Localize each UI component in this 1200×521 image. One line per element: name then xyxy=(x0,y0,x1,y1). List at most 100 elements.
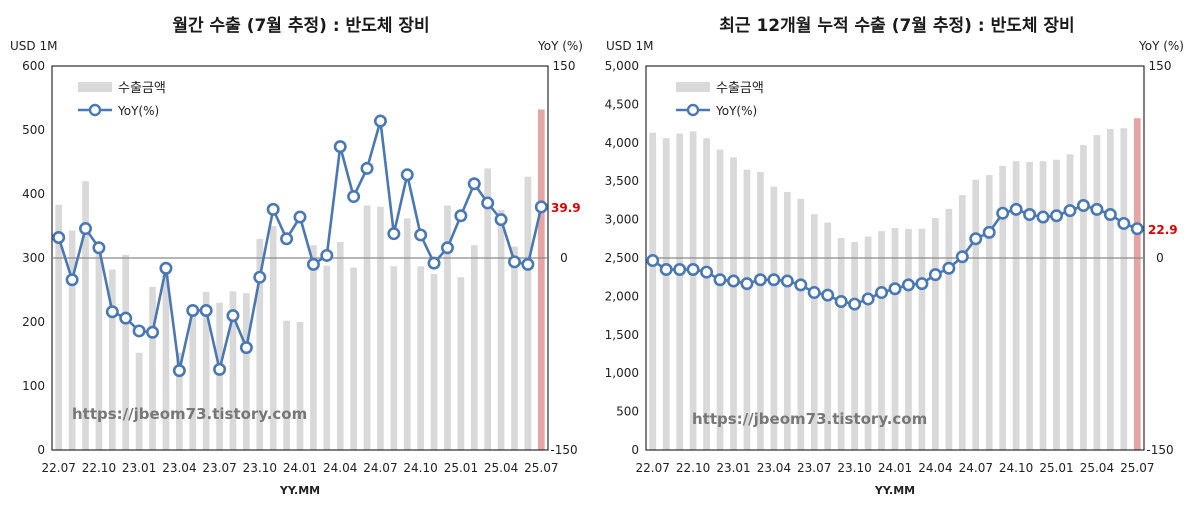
yoy-point xyxy=(1117,216,1131,230)
bar xyxy=(999,165,1007,450)
y-tick-label: 3,500 xyxy=(605,174,639,188)
x-axis-ticks: 22.07 22.10 23.01 23.04 23.07 23.10 24.01 24.04… xyxy=(636,461,1155,475)
legend-swatch-marker xyxy=(88,103,102,117)
yoy-point xyxy=(713,273,727,287)
bar xyxy=(1026,162,1033,450)
yoy-point xyxy=(280,232,294,246)
yoy-point xyxy=(1130,222,1144,236)
yoy-point xyxy=(673,263,687,277)
yoy-point xyxy=(915,277,929,291)
legend: 수출금액 YoY(%) xyxy=(78,81,166,118)
y2-tick-label: 150 xyxy=(1149,59,1172,73)
bar xyxy=(430,274,438,450)
x-tick-label: 24.04 xyxy=(918,461,952,475)
monthly-export-chart: 월간 수출 (7월 추정) : 반도체 장비 USD 1M YoY (%) 0 1… xyxy=(10,16,583,497)
bar xyxy=(189,312,197,450)
yoy-point xyxy=(780,274,794,288)
bar xyxy=(55,204,63,450)
yoy-point xyxy=(969,232,983,246)
bar xyxy=(810,214,818,450)
bar xyxy=(511,246,518,450)
x-tick-label: 25.04 xyxy=(1080,461,1114,475)
yoy-point xyxy=(333,140,347,154)
bar xyxy=(783,191,791,450)
yoy-point xyxy=(901,278,915,292)
bar xyxy=(350,267,357,450)
bar xyxy=(878,231,885,450)
yoy-point xyxy=(440,241,454,255)
legend-swatch-marker xyxy=(686,103,700,117)
y-tick-label: 1,000 xyxy=(605,366,639,380)
bar xyxy=(310,245,317,450)
y2-axis-ticks: -150 0 150 xyxy=(1146,59,1173,457)
yoy-point xyxy=(700,265,714,279)
bar xyxy=(1120,128,1128,450)
yoy-point xyxy=(928,268,942,282)
x-tick-label: 23.01 xyxy=(716,461,750,475)
bar xyxy=(524,176,532,450)
bar xyxy=(757,171,764,451)
x-tick-label: 23.07 xyxy=(797,461,831,475)
bar xyxy=(444,205,451,450)
x-tick-label: 23.01 xyxy=(122,461,156,475)
yoy-point xyxy=(199,303,213,317)
yoy-point xyxy=(266,202,280,216)
y2-tick-label: -150 xyxy=(1146,443,1173,457)
ttm-export-chart: 최근 12개월 누적 수출 (7월 추정) : 반도체 장비 USD 1M Yo… xyxy=(605,16,1184,497)
yoy-point xyxy=(454,209,468,223)
yoy-point xyxy=(848,297,862,311)
x-tick-label: 25.07 xyxy=(1120,461,1154,475)
y-tick-label: 2,000 xyxy=(605,289,639,303)
x-tick-label: 23.04 xyxy=(757,461,791,475)
y-tick-label: 5,000 xyxy=(605,59,639,73)
bar xyxy=(649,132,657,450)
bar xyxy=(837,238,845,450)
bar xyxy=(283,320,290,450)
legend: 수출금액 YoY(%) xyxy=(676,81,764,118)
bar xyxy=(730,157,737,450)
yoy-point xyxy=(1050,209,1064,223)
bar-series xyxy=(649,118,1141,451)
yoy-point xyxy=(1009,202,1023,216)
bar xyxy=(662,138,670,450)
x-tick-label: 24.07 xyxy=(959,461,993,475)
yoy-point xyxy=(1090,202,1104,216)
bar xyxy=(135,352,143,450)
chart-title: 월간 수출 (7월 추정) : 반도체 장비 xyxy=(172,16,429,36)
yoy-point xyxy=(1023,207,1037,221)
x-tick-label: 24.07 xyxy=(363,461,397,475)
x-tick-label: 23.04 xyxy=(162,461,196,475)
x-tick-label: 24.01 xyxy=(283,461,317,475)
y-tick-label: 400 xyxy=(22,187,45,201)
legend-swatch-bars xyxy=(676,82,710,92)
yoy-point xyxy=(726,274,740,288)
bar xyxy=(958,195,966,450)
yoy-series xyxy=(646,199,1144,311)
y2-tick-label: 150 xyxy=(553,59,576,73)
bar xyxy=(296,322,304,450)
bar xyxy=(689,131,697,450)
x-axis-label: YY.MM xyxy=(874,484,915,497)
bar xyxy=(417,266,424,450)
x-tick-label: 22.07 xyxy=(42,461,76,475)
x-tick-label: 22.10 xyxy=(82,461,116,475)
legend-label-bars: 수출금액 xyxy=(716,81,764,96)
y-axis-ticks: 0 100 200 300 400 500 600 xyxy=(22,59,45,457)
bar xyxy=(216,302,223,450)
bar xyxy=(1012,161,1020,451)
y-tick-label: 500 xyxy=(616,405,639,419)
yoy-point xyxy=(320,248,334,262)
x-tick-label: 23.07 xyxy=(202,461,236,475)
yoy-point xyxy=(226,309,240,323)
yoy-point xyxy=(213,362,227,376)
bar xyxy=(676,133,684,450)
yoy-point xyxy=(794,278,808,292)
yoy-point xyxy=(996,206,1010,220)
bar xyxy=(824,222,832,450)
bar xyxy=(864,236,872,450)
y-tick-label: 1,500 xyxy=(605,328,639,342)
y-axis-unit: USD 1M xyxy=(606,39,653,53)
x-tick-label: 25.01 xyxy=(444,461,478,475)
yoy-point xyxy=(740,277,754,291)
y-tick-label: 300 xyxy=(22,251,45,265)
